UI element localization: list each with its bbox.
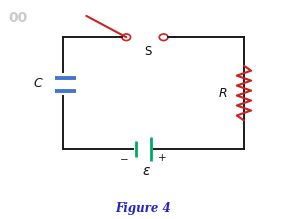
Text: Figure 4: Figure 4: [116, 202, 171, 215]
Text: $R$: $R$: [218, 87, 227, 100]
Text: $-$: $-$: [119, 153, 128, 163]
Text: $\varepsilon$: $\varepsilon$: [142, 164, 151, 178]
Text: $+$: $+$: [157, 152, 167, 163]
Text: $C$: $C$: [33, 77, 44, 90]
Text: S: S: [144, 45, 152, 58]
Text: 00: 00: [9, 11, 28, 25]
